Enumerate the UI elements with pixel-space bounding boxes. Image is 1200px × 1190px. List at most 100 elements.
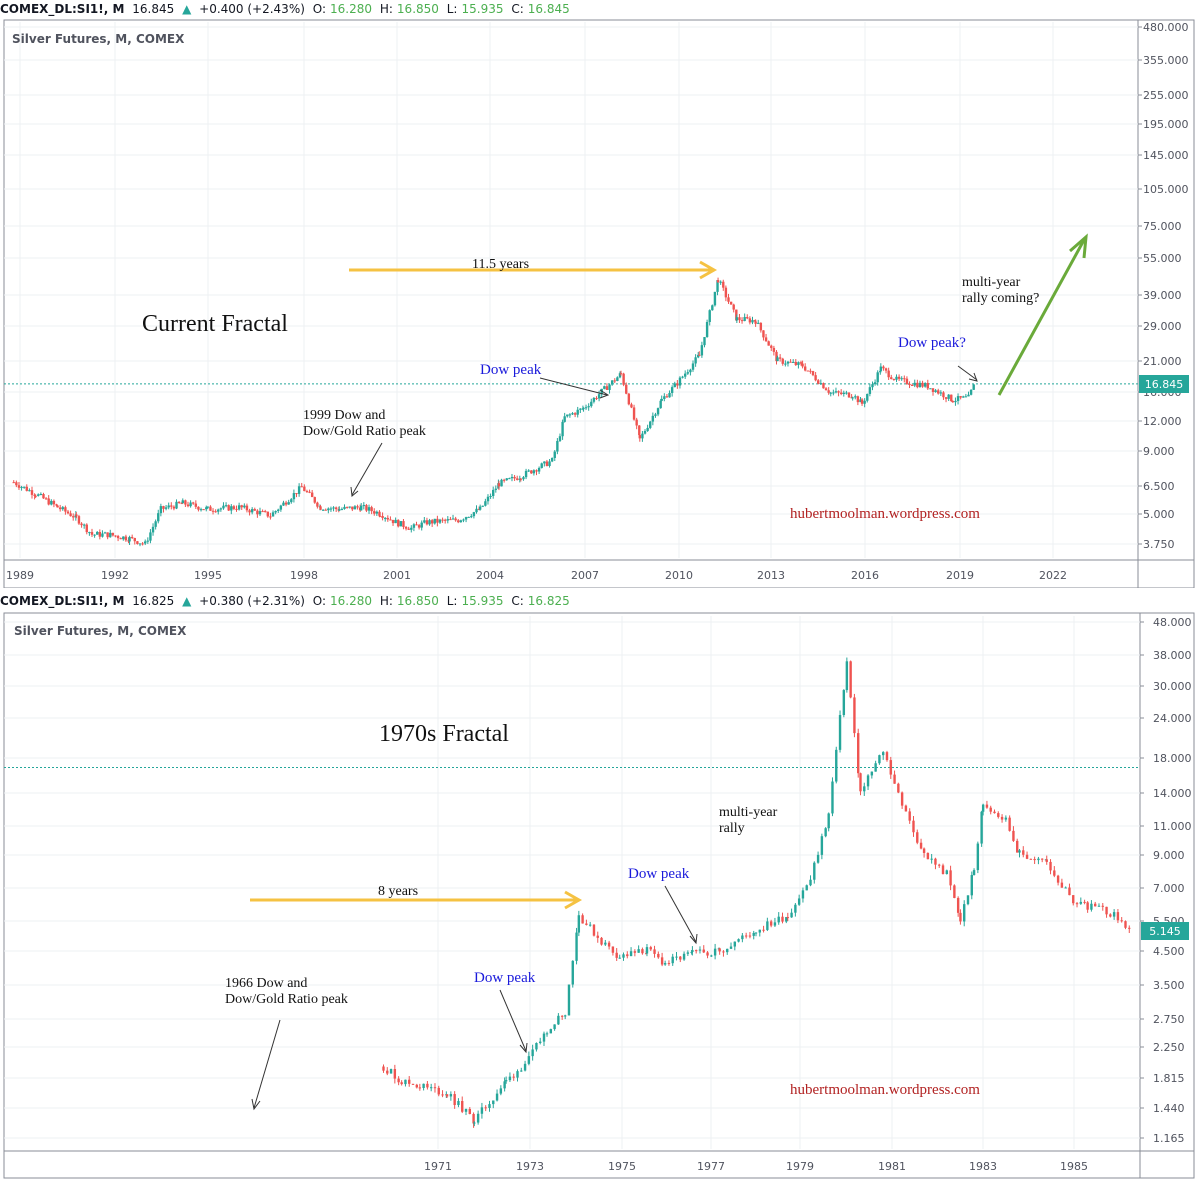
candle-body [39, 494, 43, 496]
candle-body [851, 397, 854, 399]
candle-body [360, 505, 363, 511]
candle-body [698, 949, 702, 951]
candle-body [592, 924, 596, 936]
candle-body [454, 518, 457, 521]
candle-body [93, 534, 96, 536]
candle-body [732, 304, 735, 310]
chart-current-fractal[interactable]: 480.000 355.000 255.000 195.000 145.000 105.0… [0, 18, 1200, 588]
y-tick-label: 2.250 [1153, 1041, 1185, 1054]
candle-body [908, 811, 911, 821]
candle-body [539, 1041, 542, 1043]
candle-body [55, 504, 58, 506]
price-axis: 48.000 38.000 30.000 24.000 18.000 14.000 11.0… [1140, 616, 1192, 1145]
candle-body [741, 935, 744, 940]
candle-body [417, 525, 421, 528]
candle-body [751, 320, 754, 323]
candle-body [451, 518, 455, 520]
candle-body [515, 478, 519, 480]
candle-body [20, 486, 23, 488]
candle-body [175, 501, 178, 509]
candle-body [817, 380, 820, 384]
candle-body [905, 378, 909, 384]
candle-body [433, 1087, 437, 1089]
candle-body [316, 502, 319, 507]
candle-body [762, 330, 765, 338]
candle-body [814, 375, 817, 381]
rally-arrow-head [1069, 233, 1088, 259]
candle-body [522, 477, 525, 480]
peak-1999-label-line1: 1999 Dow and [303, 408, 385, 423]
y-tick-label: 1.165 [1153, 1132, 1185, 1145]
candle-body [426, 1083, 429, 1088]
candle-body [1000, 816, 1004, 820]
candle-body [610, 380, 614, 385]
candle-body [287, 502, 290, 505]
candle-body [476, 1113, 480, 1123]
candle-body [842, 392, 845, 394]
y-tick-label: 7.000 [1153, 882, 1185, 895]
x-tick-label: 2007 [571, 569, 599, 582]
candle-body [504, 1080, 508, 1082]
candle-body [58, 507, 62, 510]
candle-body [300, 486, 303, 488]
candle-body [172, 506, 176, 509]
high-label: H: [379, 594, 393, 608]
candle-body [324, 509, 327, 511]
candle-body [441, 1094, 444, 1096]
candle-body [411, 1083, 415, 1085]
chart-1970s-fractal[interactable]: 48.000 38.000 30.000 24.000 18.000 14.000 11.0… [0, 610, 1200, 1180]
dow-peak-pointer-1973 [499, 989, 527, 1052]
candle-body [438, 519, 442, 523]
candle-body [240, 505, 243, 508]
time-axis: 1989 1992 1995 1998 2001 2004 2007 2010 2013 2016… [6, 569, 1067, 582]
y-tick-label: 255.000 [1143, 89, 1189, 102]
candle-body [415, 524, 418, 526]
candle-body [964, 396, 968, 398]
candle-body [508, 1076, 512, 1081]
symbol-label: COMEX_DL:SI1!, M [0, 594, 125, 608]
candle-body [1101, 905, 1104, 907]
candle-body [1109, 914, 1112, 917]
candle-body [119, 538, 122, 540]
candle-body [1056, 875, 1060, 883]
candle-body [543, 461, 546, 464]
candle-body [916, 382, 919, 388]
candle-body [408, 1079, 411, 1084]
candle-body [889, 760, 892, 775]
candle-body [101, 533, 104, 537]
candle-body [871, 384, 874, 388]
candle-body [44, 498, 48, 500]
candle-body [941, 865, 945, 875]
candle-body [1072, 895, 1075, 904]
candle-body [824, 388, 828, 391]
x-tick-label: 1981 [878, 1160, 906, 1173]
candle-body [334, 507, 338, 510]
candle-body [303, 486, 306, 492]
candle-body [211, 510, 215, 512]
candle-body [626, 954, 629, 957]
time-axis: 1971 1973 1975 1977 1979 1981 1983 1985 [424, 1160, 1088, 1173]
watermark: hubertmoolman.wordpress.com [790, 1082, 980, 1098]
candle-body [473, 1122, 476, 1124]
x-tick-label: 2016 [851, 569, 879, 582]
candle-body [381, 515, 384, 519]
candle-body [842, 690, 846, 716]
candle-body [391, 519, 395, 524]
candle-body [484, 1107, 487, 1109]
price-axis: 480.000 355.000 255.000 195.000 145.000 105.0… [1138, 21, 1189, 551]
candle-body [527, 1056, 531, 1064]
candle-body [764, 337, 768, 342]
candle-body [1033, 858, 1036, 861]
candle-body [697, 354, 700, 358]
candle-body [683, 373, 687, 377]
y-tick-label: 5.000 [1143, 508, 1175, 521]
candle-body [1037, 858, 1040, 861]
candle-body [950, 394, 953, 402]
candle-body [343, 506, 346, 509]
candle-body [184, 500, 187, 505]
candle-body [702, 949, 705, 953]
candle-body [645, 947, 649, 954]
candle-body [981, 804, 985, 812]
candle-body [882, 752, 885, 756]
candle-body [400, 1082, 403, 1085]
